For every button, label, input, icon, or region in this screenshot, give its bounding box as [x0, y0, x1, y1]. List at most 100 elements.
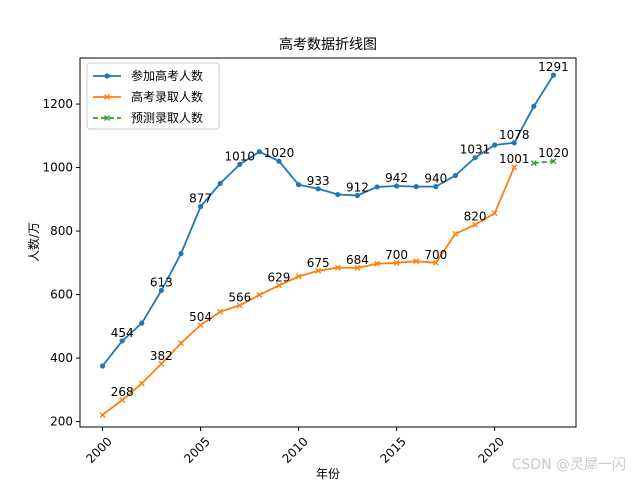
data-point [531, 103, 537, 109]
data-point [276, 158, 282, 164]
data-label: 940 [424, 172, 447, 186]
data-point [472, 221, 479, 228]
data-label: 504 [189, 310, 212, 324]
x-tick-label: 2015 [377, 434, 408, 465]
data-point [275, 282, 282, 289]
data-label: 942 [385, 171, 408, 185]
data-point [99, 411, 106, 418]
data-label: 1291 [538, 60, 569, 74]
data-point [550, 72, 557, 78]
legend-marker [104, 115, 110, 121]
x-tick-label: 2005 [181, 434, 212, 465]
series-line [533, 160, 554, 164]
data-point [139, 320, 145, 326]
x-tick-label: 2000 [83, 434, 114, 465]
data-point [217, 308, 224, 315]
data-label: 675 [307, 256, 330, 270]
data-label: 1078 [499, 128, 530, 142]
data-point [119, 397, 126, 404]
data-point [335, 191, 341, 198]
data-point [138, 380, 145, 387]
data-point [119, 338, 125, 344]
legend-marker [104, 73, 110, 79]
data-label: 877 [189, 192, 212, 206]
data-label: 1031 [460, 143, 491, 157]
data-label: 912 [346, 181, 369, 195]
axes-frame [79, 57, 577, 428]
data-label: 1020 [538, 146, 569, 160]
chart-title: 高考数据折线图 [279, 36, 377, 53]
data-label: 629 [268, 270, 291, 284]
data-label: 1020 [264, 146, 295, 160]
y-tick-label: 800 [50, 224, 73, 238]
watermark: CSDN @灵犀一闪 [511, 457, 626, 473]
data-point [256, 149, 262, 155]
data-point [315, 267, 322, 274]
data-point [295, 182, 302, 188]
series-line [101, 166, 516, 416]
data-point [374, 184, 380, 190]
data-point [452, 172, 459, 179]
data-point [315, 186, 321, 192]
data-label: 566 [228, 290, 251, 304]
data-point [354, 192, 361, 199]
data-point [99, 363, 106, 369]
data-point [413, 258, 420, 265]
series-group: 268 382 504 566 629 675 684 700 700 820 1001 [99, 152, 530, 418]
data-point [354, 264, 361, 271]
data-label: 820 [464, 210, 487, 224]
legend-label: 高考录取人数 [131, 89, 203, 104]
data-point [197, 204, 204, 210]
data-point [374, 260, 381, 267]
legend-marker [104, 94, 110, 100]
data-point [472, 155, 478, 161]
legend-label: 参加高考人数 [131, 68, 203, 83]
data-label: 454 [111, 326, 134, 340]
data-point [178, 251, 184, 257]
data-point [217, 180, 223, 187]
y-tick-label: 1200 [42, 97, 73, 111]
data-point [237, 161, 243, 167]
plot-area: 200 400 600 800 1000 1200 2000 2005 2010 2015 2020… [42, 57, 577, 466]
series-group: 1020 [530, 146, 569, 167]
x-tick-label: 2020 [475, 434, 506, 465]
data-point [393, 259, 400, 266]
y-axis-label: 人数/万 [26, 222, 41, 262]
data-point [236, 302, 243, 309]
y-tick-label: 600 [50, 288, 73, 302]
data-point [295, 273, 302, 280]
data-point [177, 340, 184, 347]
data-label: 382 [150, 349, 173, 363]
data-point [433, 184, 439, 190]
data-point [491, 210, 498, 217]
data-point [394, 183, 400, 189]
y-tick-label: 1000 [42, 161, 73, 175]
data-point [452, 230, 459, 237]
series-line [101, 74, 555, 367]
data-point [334, 264, 341, 271]
data-point [511, 164, 518, 171]
data-point [432, 259, 439, 266]
data-label: 1010 [225, 149, 256, 163]
y-tick-label: 200 [50, 415, 73, 429]
data-label: 268 [111, 385, 134, 399]
legend-box [86, 62, 220, 130]
data-label: 700 [385, 248, 408, 262]
data-point [413, 184, 419, 190]
x-axis-label: 年份 [316, 467, 340, 480]
data-point [256, 291, 263, 298]
data-point [511, 140, 517, 146]
data-label: 613 [150, 275, 173, 289]
x-tick-label: 2010 [279, 434, 310, 465]
data-point [158, 287, 164, 294]
data-point [530, 160, 537, 167]
data-label: 684 [346, 253, 369, 267]
legend-label: 预测录取人数 [131, 110, 203, 125]
y-tick-label: 400 [50, 351, 73, 365]
data-label: 1001 [499, 152, 530, 166]
data-point [492, 142, 498, 148]
data-label: 933 [307, 174, 330, 188]
data-label: 700 [424, 248, 447, 262]
